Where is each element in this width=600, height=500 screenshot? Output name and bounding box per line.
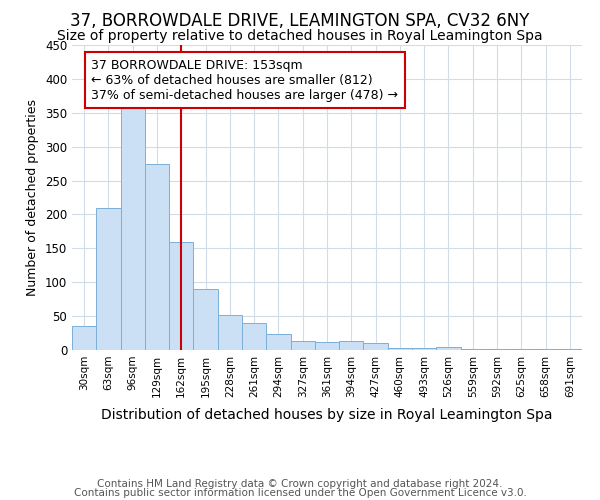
Bar xyxy=(145,164,169,350)
Text: Contains HM Land Registry data © Crown copyright and database right 2024.: Contains HM Land Registry data © Crown c… xyxy=(97,479,503,489)
Bar xyxy=(169,242,193,350)
Y-axis label: Number of detached properties: Number of detached properties xyxy=(26,99,40,296)
X-axis label: Distribution of detached houses by size in Royal Leamington Spa: Distribution of detached houses by size … xyxy=(101,408,553,422)
Bar xyxy=(436,346,461,350)
Bar xyxy=(121,96,145,350)
Bar xyxy=(412,348,436,350)
Bar xyxy=(339,341,364,350)
Bar xyxy=(218,315,242,350)
Text: 37, BORROWDALE DRIVE, LEAMINGTON SPA, CV32 6NY: 37, BORROWDALE DRIVE, LEAMINGTON SPA, CV… xyxy=(70,12,530,30)
Bar xyxy=(193,289,218,350)
Bar xyxy=(72,326,96,350)
Text: Contains public sector information licensed under the Open Government Licence v3: Contains public sector information licen… xyxy=(74,488,526,498)
Bar xyxy=(315,342,339,350)
Bar xyxy=(242,323,266,350)
Bar xyxy=(290,341,315,350)
Bar xyxy=(96,208,121,350)
Text: 37 BORROWDALE DRIVE: 153sqm
← 63% of detached houses are smaller (812)
37% of se: 37 BORROWDALE DRIVE: 153sqm ← 63% of det… xyxy=(91,58,398,102)
Bar xyxy=(266,334,290,350)
Bar xyxy=(388,348,412,350)
Bar xyxy=(461,348,485,350)
Text: Size of property relative to detached houses in Royal Leamington Spa: Size of property relative to detached ho… xyxy=(57,29,543,43)
Bar xyxy=(364,343,388,350)
